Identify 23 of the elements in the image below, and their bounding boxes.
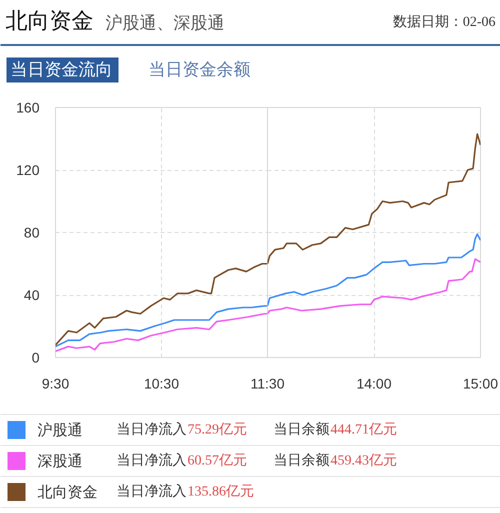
text: 当日余额459.43亿元 bbox=[274, 452, 397, 468]
text: 当日资金流向 bbox=[10, 60, 112, 80]
x-tick-label: 10:30 bbox=[144, 376, 180, 392]
legend-label: 深股通 bbox=[38, 452, 82, 470]
legend-label: 沪股通 bbox=[38, 421, 82, 439]
text: 当日净流入135.86亿元 bbox=[116, 484, 254, 500]
x-tick-label: 11:30 bbox=[250, 376, 285, 392]
y-tick-label: 80 bbox=[24, 224, 40, 240]
chart-subtitle: 沪股通、深股通 bbox=[106, 14, 224, 34]
text: 数据日期：02-06 bbox=[392, 14, 496, 30]
y-tick-label: 40 bbox=[24, 287, 40, 303]
x-tick-label: 9:30 bbox=[42, 376, 70, 392]
y-tick-label: 120 bbox=[16, 162, 40, 178]
legend-label: 北向资金 bbox=[38, 483, 98, 501]
text: 当日资金余额 bbox=[148, 60, 250, 80]
text: 当日余额444.71亿元 bbox=[274, 422, 397, 438]
y-tick-label: 160 bbox=[16, 100, 40, 116]
y-tick-label: 0 bbox=[32, 350, 40, 366]
text: 当日净流入60.57亿元 bbox=[116, 452, 247, 468]
text: 当日净流入75.29亿元 bbox=[116, 422, 247, 438]
chart-title: 北向资金 bbox=[6, 9, 94, 34]
x-tick-label: 15:00 bbox=[462, 376, 498, 392]
x-tick-label: 14:00 bbox=[356, 376, 392, 392]
